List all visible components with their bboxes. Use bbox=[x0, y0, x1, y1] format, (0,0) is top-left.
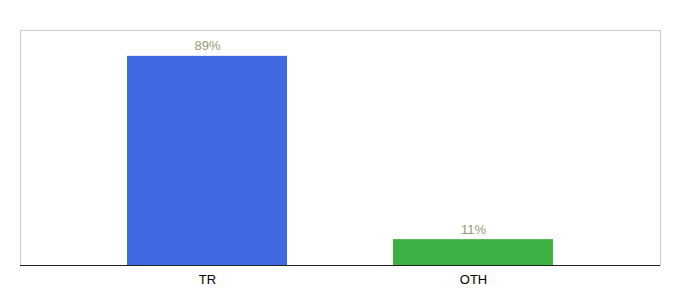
svg-text:11%: 11% bbox=[461, 222, 486, 237]
svg-text:89%: 89% bbox=[194, 38, 220, 53]
svg-text:OTH: OTH bbox=[460, 272, 487, 287]
svg-text:TR: TR bbox=[199, 272, 216, 287]
